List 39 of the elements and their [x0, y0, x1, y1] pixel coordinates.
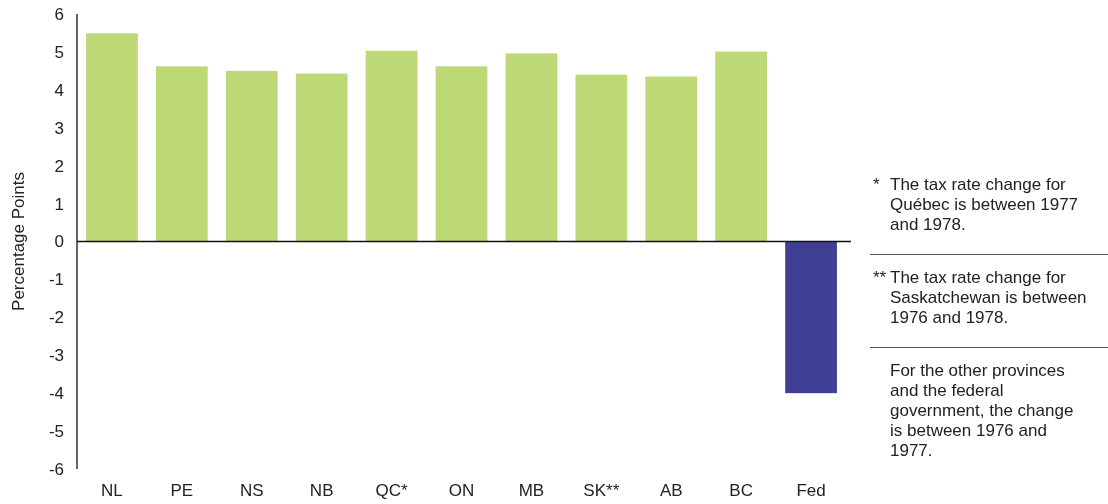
x-tick-label: NS: [239, 481, 264, 500]
y-axis-title: Percentage Points: [9, 172, 28, 311]
bar: [505, 53, 558, 242]
text: ** The tax rate change for Saskatchewan is between 1976 and 1978.: [873, 268, 1087, 327]
y-tick-label: 4: [54, 80, 64, 100]
y-tick-label: -4: [48, 384, 64, 404]
y-tick-label: -3: [48, 346, 64, 366]
y-tick-label: 6: [54, 4, 64, 24]
x-tick-label: Fed: [796, 481, 826, 500]
bar: [715, 51, 767, 242]
y-tick-label: 0: [54, 232, 64, 252]
bar: [156, 66, 208, 242]
text: * The tax rate change for Québec is between 1977 and 1978.: [873, 175, 1079, 234]
bar: [295, 73, 348, 242]
y-tick-label: -5: [48, 422, 64, 442]
bar: [365, 50, 418, 242]
y-tick-label: 2: [54, 156, 64, 176]
x-tick-label: PE: [170, 481, 194, 500]
y-tick-label: 3: [54, 118, 64, 138]
x-tick-label: MB: [518, 481, 545, 500]
y-tick-label: -6: [48, 459, 64, 479]
y-tick-label: 1: [54, 194, 64, 214]
x-tick-label: ON: [448, 481, 475, 500]
y-tick-label: -1: [48, 270, 64, 290]
bar: [225, 70, 278, 242]
text: For the other provinces and the federal government, the change is between 1976 and 1977.: [890, 361, 1074, 460]
x-tick-label: NB: [309, 481, 334, 500]
bar: [435, 66, 488, 242]
x-tick-label: SK**: [583, 481, 620, 500]
x-tick-label: AB: [659, 481, 683, 500]
y-tick-label: -2: [48, 308, 64, 328]
bar: [575, 74, 628, 242]
bar: [645, 76, 698, 242]
x-tick-label: QC*: [375, 481, 409, 500]
x-tick-label: BC: [729, 481, 753, 500]
bar: [86, 33, 138, 242]
x-tick-label: NL: [101, 481, 123, 500]
y-tick-label: 5: [54, 42, 64, 62]
bar: [785, 241, 837, 394]
